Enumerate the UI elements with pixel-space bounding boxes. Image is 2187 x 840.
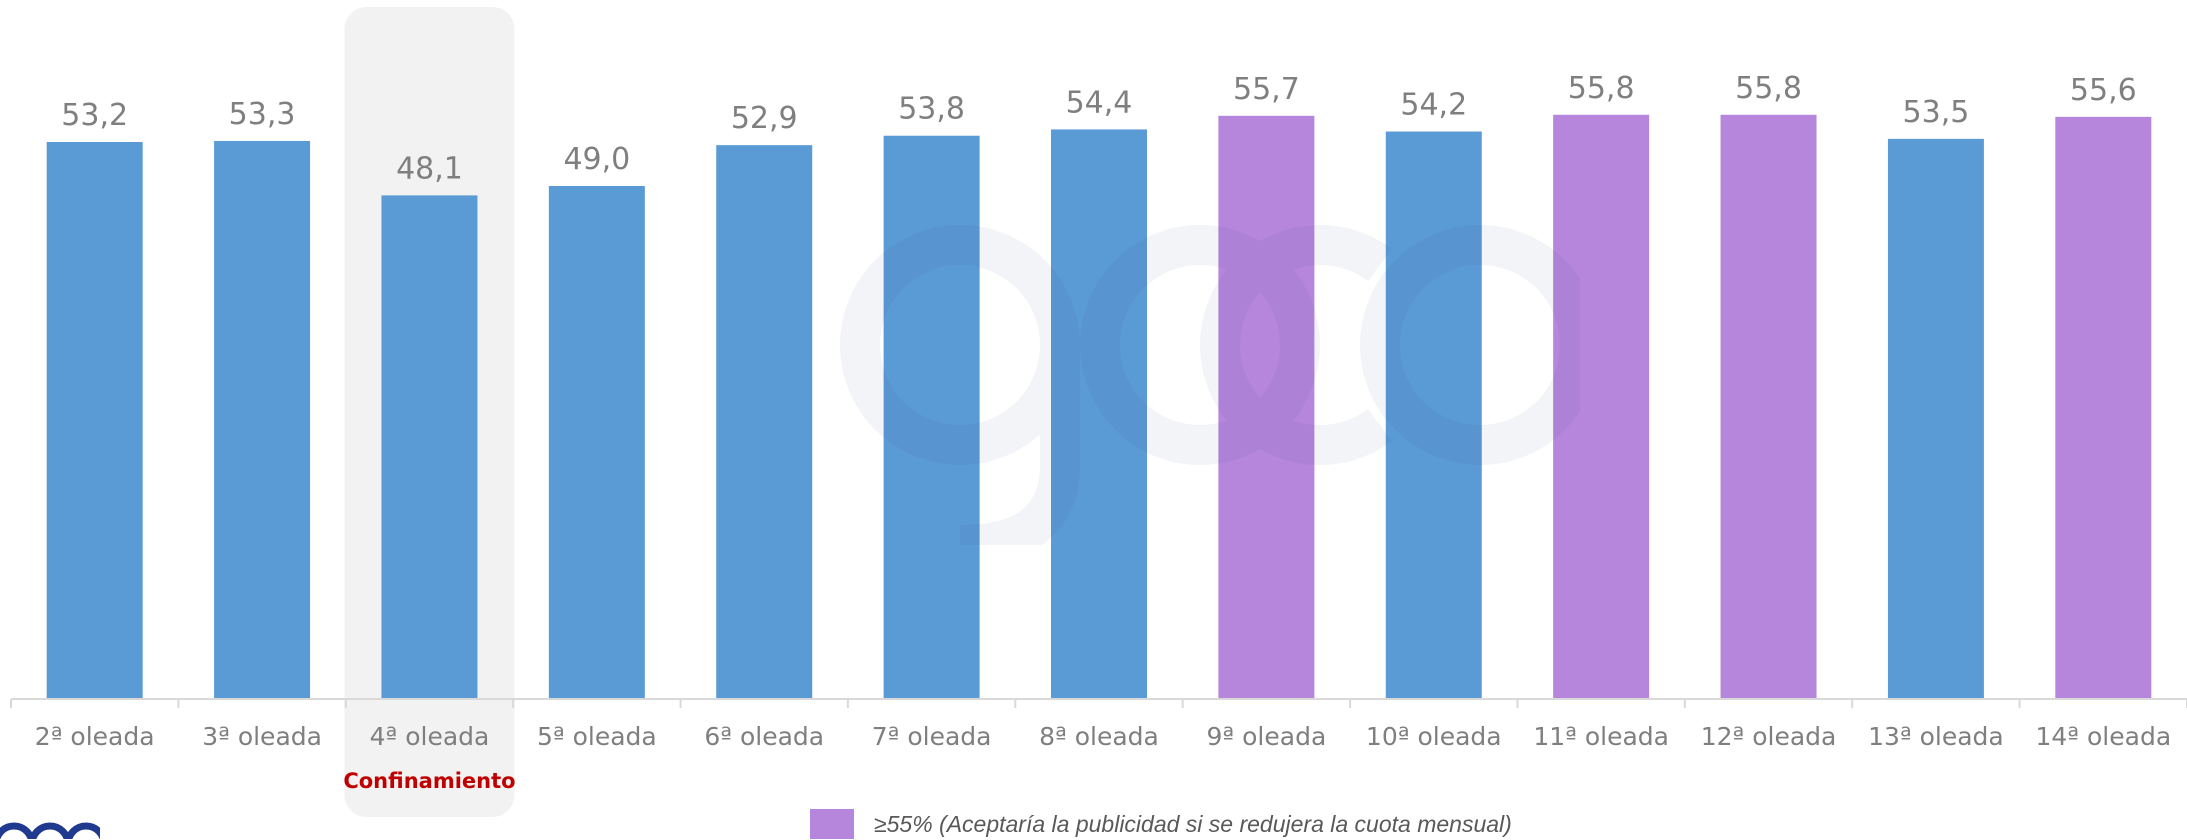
data-label: 49,0 bbox=[563, 142, 630, 177]
x-tick-label: 10ª oleada bbox=[1366, 722, 1502, 751]
bar bbox=[548, 185, 645, 700]
bar bbox=[883, 135, 980, 700]
data-label: 55,8 bbox=[1568, 71, 1635, 106]
bar bbox=[2055, 116, 2152, 700]
confinamiento-note: Confinamiento bbox=[343, 769, 515, 793]
x-tick-label: 5ª oleada bbox=[537, 722, 657, 751]
legend: ≥55% (Aceptaría la publicidad si se redu… bbox=[810, 808, 1512, 840]
x-tick-label: 6ª oleada bbox=[704, 722, 824, 751]
x-tick-label: 9ª oleada bbox=[1207, 722, 1327, 751]
data-label: 52,9 bbox=[731, 101, 798, 136]
legend-label: ≥55% (Aceptaría la publicidad si se redu… bbox=[874, 810, 1512, 837]
watermark-logo bbox=[840, 225, 1580, 545]
data-label: 54,4 bbox=[1066, 85, 1133, 120]
bar bbox=[1385, 131, 1482, 699]
data-label: 55,7 bbox=[1233, 72, 1300, 107]
legend-swatch bbox=[810, 809, 854, 839]
bar bbox=[1051, 129, 1147, 699]
x-tick-label: 13ª oleada bbox=[1868, 722, 2004, 751]
bar bbox=[1218, 115, 1315, 700]
bar bbox=[1720, 114, 1817, 700]
data-label: 55,6 bbox=[2070, 73, 2137, 108]
data-label: 53,8 bbox=[898, 92, 965, 127]
data-label: 53,3 bbox=[229, 97, 296, 132]
data-label: 53,2 bbox=[61, 98, 128, 133]
data-label: 48,1 bbox=[396, 151, 463, 186]
bar bbox=[716, 145, 813, 700]
bar bbox=[214, 140, 311, 700]
data-label: 55,8 bbox=[1735, 71, 1802, 106]
x-tick-label: 7ª oleada bbox=[872, 722, 992, 751]
bar bbox=[1887, 138, 1984, 700]
x-tick-label: 3ª oleada bbox=[202, 722, 322, 751]
x-tick-label: 14ª oleada bbox=[2035, 722, 2171, 751]
brand-logo bbox=[0, 822, 100, 839]
x-tick-label: 12ª oleada bbox=[1701, 722, 1837, 751]
bar bbox=[381, 195, 478, 699]
x-tick-label: 8ª oleada bbox=[1039, 722, 1159, 751]
bar bbox=[46, 141, 143, 700]
data-label: 53,5 bbox=[1903, 95, 1970, 130]
bar bbox=[1553, 114, 1650, 700]
x-tick-label: 4ª oleada bbox=[370, 722, 490, 751]
x-tick-label: 11ª oleada bbox=[1533, 722, 1669, 751]
x-tick-label: 2ª oleada bbox=[35, 722, 155, 751]
data-label: 54,2 bbox=[1400, 88, 1467, 123]
